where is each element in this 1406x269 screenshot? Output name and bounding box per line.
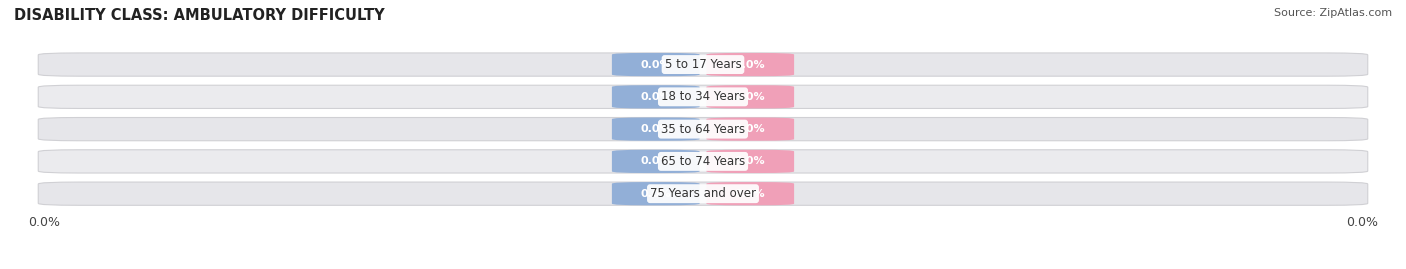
Text: 0.0%: 0.0% — [735, 124, 765, 134]
FancyBboxPatch shape — [706, 53, 794, 76]
Text: 0.0%: 0.0% — [735, 189, 765, 199]
Text: 75 Years and over: 75 Years and over — [650, 187, 756, 200]
FancyBboxPatch shape — [612, 182, 700, 205]
FancyBboxPatch shape — [38, 150, 1368, 173]
Text: 0.0%: 0.0% — [28, 216, 60, 229]
FancyBboxPatch shape — [612, 150, 700, 173]
Text: 18 to 34 Years: 18 to 34 Years — [661, 90, 745, 103]
Text: 0.0%: 0.0% — [641, 124, 671, 134]
Text: 0.0%: 0.0% — [641, 59, 671, 70]
FancyBboxPatch shape — [612, 118, 700, 141]
Text: 0.0%: 0.0% — [735, 59, 765, 70]
FancyBboxPatch shape — [38, 182, 1368, 205]
FancyBboxPatch shape — [706, 85, 794, 108]
Text: 0.0%: 0.0% — [735, 156, 765, 167]
Text: Source: ZipAtlas.com: Source: ZipAtlas.com — [1274, 8, 1392, 18]
Text: 0.0%: 0.0% — [641, 156, 671, 167]
FancyBboxPatch shape — [706, 182, 794, 205]
FancyBboxPatch shape — [706, 118, 794, 141]
Text: 0.0%: 0.0% — [641, 92, 671, 102]
Text: 5 to 17 Years: 5 to 17 Years — [665, 58, 741, 71]
Text: 35 to 64 Years: 35 to 64 Years — [661, 123, 745, 136]
Text: 65 to 74 Years: 65 to 74 Years — [661, 155, 745, 168]
FancyBboxPatch shape — [38, 85, 1368, 108]
FancyBboxPatch shape — [38, 53, 1368, 76]
FancyBboxPatch shape — [612, 53, 700, 76]
FancyBboxPatch shape — [612, 85, 700, 108]
Text: 0.0%: 0.0% — [1346, 216, 1378, 229]
Text: 0.0%: 0.0% — [735, 92, 765, 102]
FancyBboxPatch shape — [706, 150, 794, 173]
Text: DISABILITY CLASS: AMBULATORY DIFFICULTY: DISABILITY CLASS: AMBULATORY DIFFICULTY — [14, 8, 385, 23]
FancyBboxPatch shape — [38, 118, 1368, 141]
Text: 0.0%: 0.0% — [641, 189, 671, 199]
